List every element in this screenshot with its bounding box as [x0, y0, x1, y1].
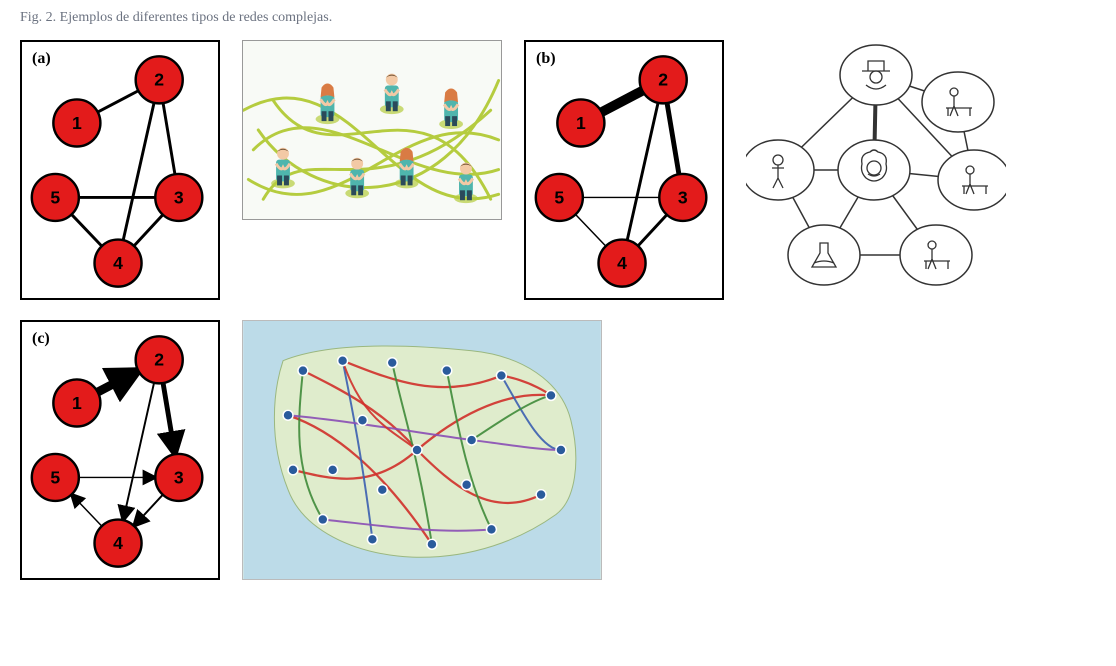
scientists-network: [746, 40, 1006, 290]
svg-text:5: 5: [50, 467, 60, 487]
panel-b: (b) 12345: [524, 40, 724, 300]
svg-text:3: 3: [174, 187, 184, 207]
graph-c: 1 2 3 4 5: [22, 322, 218, 578]
svg-text:2: 2: [154, 70, 164, 90]
svg-text:1: 1: [72, 393, 82, 413]
svg-text:1: 1: [576, 113, 586, 133]
svg-text:3: 3: [678, 187, 688, 207]
svg-text:3: 3: [174, 467, 184, 487]
scientists-svg: [746, 40, 1006, 290]
svg-text:4: 4: [113, 253, 123, 273]
row-1: (a) 12345 (b) 12345: [20, 40, 1096, 300]
figure-caption: Fig. 2. Ejemplos de diferentes tipos de …: [20, 10, 1096, 26]
social-svg: [243, 41, 501, 219]
map-svg: [243, 321, 601, 579]
map-illustration: [242, 320, 602, 580]
social-illustration: [242, 40, 502, 220]
row-2: (c) 12345: [20, 320, 1096, 580]
svg-text:5: 5: [554, 187, 564, 207]
svg-text:4: 4: [617, 253, 627, 273]
svg-text:2: 2: [658, 70, 668, 90]
svg-text:5: 5: [50, 187, 60, 207]
panel-a: (a) 12345: [20, 40, 220, 300]
panel-c: (c) 12345: [20, 320, 220, 580]
graph-b: 1 2 3 4 5: [526, 42, 722, 298]
graph-a: 1 2 3 4 5: [22, 42, 218, 298]
svg-text:4: 4: [113, 533, 123, 553]
svg-text:1: 1: [72, 113, 82, 133]
svg-text:2: 2: [154, 350, 164, 370]
